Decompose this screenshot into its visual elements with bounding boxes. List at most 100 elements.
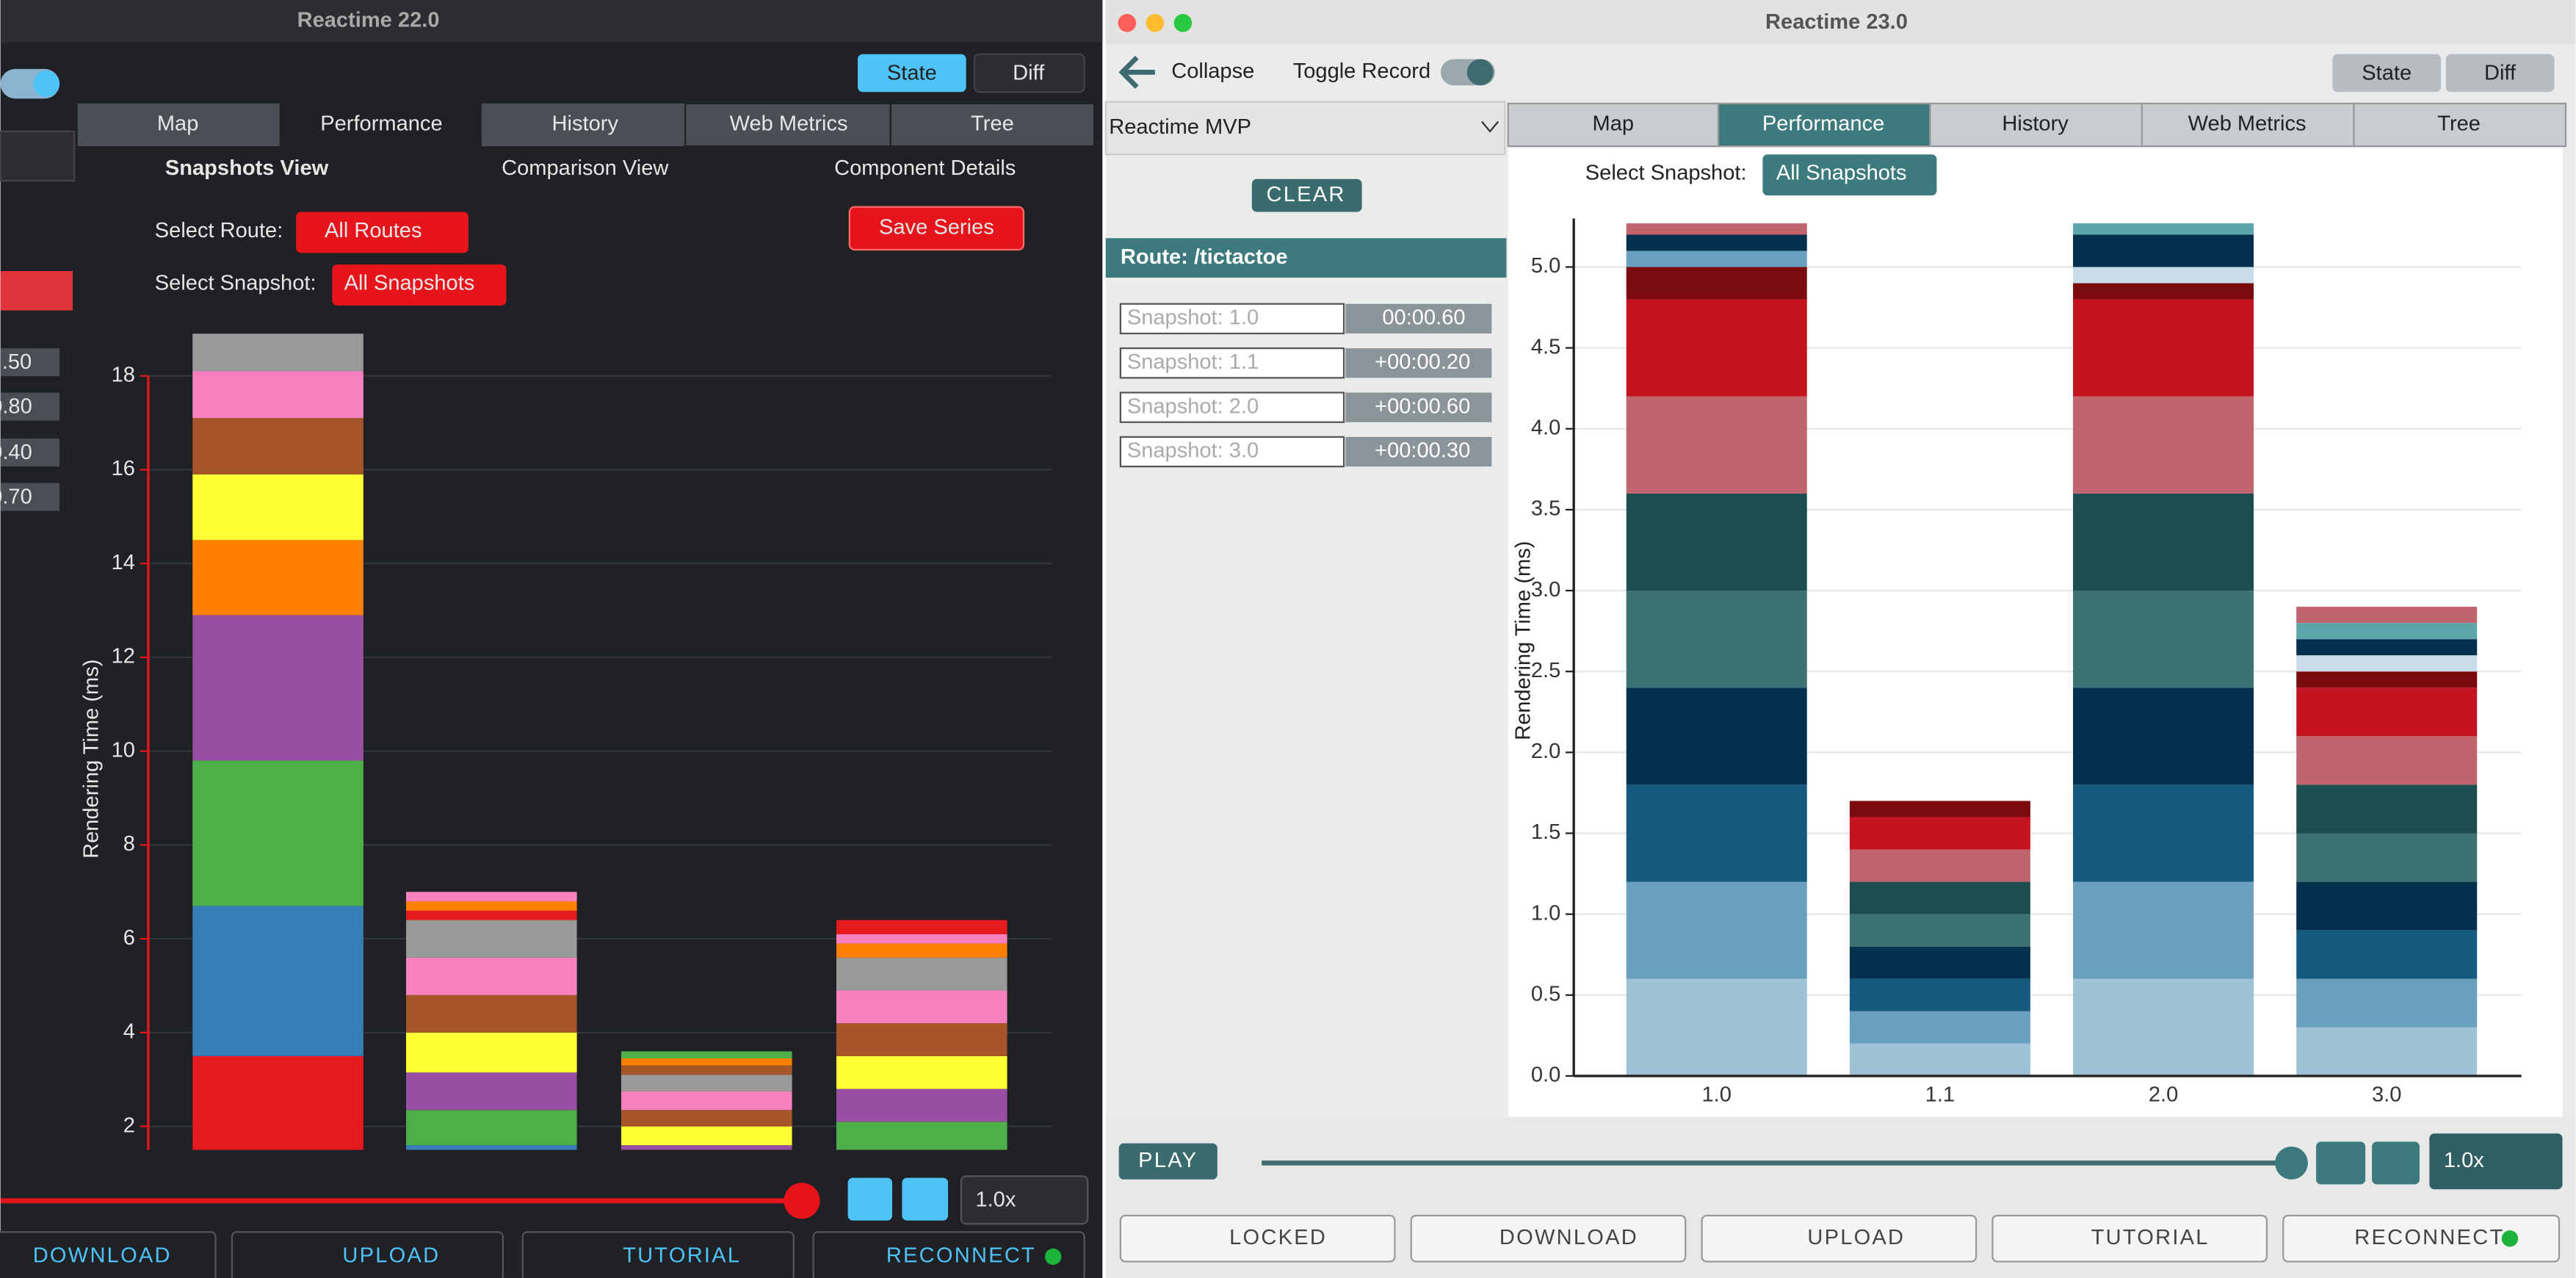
save-button[interactable] [848, 206, 1025, 251]
bar-segment [192, 474, 363, 541]
bar-segment [621, 1075, 792, 1091]
bottom-button[interactable] [2282, 1214, 2561, 1263]
tab[interactable] [2353, 102, 2567, 148]
snapshot-time-box [1345, 436, 1492, 467]
bottom-button[interactable] [521, 1231, 795, 1278]
x-tick-label: 1.1 [1925, 1083, 1955, 1106]
button-label: DOWNLOAD [33, 1244, 172, 1268]
bottom-button[interactable] [0, 1231, 217, 1278]
bar-segment [1626, 267, 1807, 300]
button-label: State [2362, 61, 2412, 84]
snapshot-input[interactable] [1119, 347, 1345, 379]
bar-segment [1626, 784, 1807, 882]
bottom-button[interactable] [1991, 1214, 2268, 1263]
back-arrow[interactable] [1118, 55, 1155, 89]
tab[interactable] [1717, 102, 1931, 148]
snapshot-time: +00:00.30 [1375, 439, 1470, 463]
bar-segment [405, 892, 577, 902]
bar-segment [836, 1122, 1007, 1150]
clear-button[interactable] [1251, 178, 1362, 212]
bar-segment [1626, 881, 1807, 979]
bar-segment [405, 1145, 577, 1150]
bar-segment [192, 418, 363, 474]
tab-label: Web Metrics [730, 112, 848, 136]
tab-label: History [552, 112, 619, 136]
bar-segment [2073, 223, 2254, 235]
bar-segment [1849, 801, 2030, 817]
route-label: Route: /tictactoe [1121, 245, 1288, 269]
play-button[interactable] [1118, 1143, 1218, 1180]
slider-knob[interactable] [784, 1183, 820, 1219]
side-value: .50 [2, 350, 32, 374]
bar-segment [2073, 978, 2254, 1076]
state-button[interactable] [2332, 54, 2442, 93]
bar-segment [2296, 655, 2478, 672]
sidebar-dropdown[interactable] [0, 130, 76, 182]
forward-button[interactable] [902, 1177, 949, 1221]
tab-label: Tree [971, 112, 1014, 136]
y-tick-label: 2.5 [1531, 659, 1560, 682]
tab[interactable] [684, 102, 891, 148]
snapshot-input[interactable] [1119, 391, 1345, 423]
route-value: All Routes [325, 219, 422, 242]
bottom-button[interactable] [231, 1231, 504, 1278]
button-label: Diff [1013, 61, 1045, 84]
bottom-button[interactable] [812, 1231, 1085, 1278]
status-dot [2501, 1230, 2519, 1247]
snapshot-select[interactable] [332, 264, 507, 306]
tab[interactable] [889, 102, 1096, 148]
slider-knob[interactable] [2275, 1147, 2308, 1180]
snapshot-time: +00:00.20 [1375, 350, 1470, 374]
subtab[interactable]: Snapshots View [165, 156, 329, 180]
collapse-label[interactable]: Collapse [1171, 59, 1254, 83]
bar-segment [836, 1055, 1007, 1089]
bar-segment [2296, 623, 2478, 640]
speed-select[interactable] [2429, 1133, 2563, 1190]
left-chart: 2 4 6 8 10 12 14 16 18 [112, 333, 1052, 1150]
rewind-button[interactable] [2316, 1141, 2366, 1185]
snapshot-label: Select Snapshot: [155, 272, 316, 295]
bar-segment [1849, 978, 2030, 1011]
bar-segment [2073, 591, 2254, 688]
y-tick-label: 2 [123, 1113, 135, 1137]
tab[interactable] [77, 103, 280, 147]
tab[interactable] [481, 103, 686, 147]
route-select[interactable] [296, 212, 468, 253]
snapshot-input[interactable] [1119, 436, 1345, 468]
tab-label: Web Metrics [2188, 112, 2307, 136]
subtab[interactable]: Component Details [834, 156, 1016, 180]
y-tick-label: 4 [123, 1020, 135, 1044]
bottom-button[interactable] [1119, 1214, 1396, 1263]
right-chart: 0.0 0.5 1.0 1.5 2.0 2.5 3.0 3.5 4.0 4.5 5.0 1.0 1.1 2… [1531, 218, 2522, 1106]
bar-segment [2296, 881, 2478, 931]
state-button[interactable] [858, 54, 966, 93]
bottom-button[interactable] [1701, 1214, 1978, 1263]
diff-button[interactable] [2445, 54, 2555, 93]
y-tick-label: 12 [112, 645, 135, 668]
min-dot[interactable] [1146, 14, 1165, 32]
side-box [0, 348, 60, 377]
speed-label: 1.0x [975, 1188, 1016, 1212]
tab-label: Tree [2437, 112, 2481, 136]
bar-segment [621, 1091, 792, 1111]
snapshot-select[interactable] [1762, 154, 1937, 196]
subtab[interactable]: Comparison View [502, 156, 669, 180]
bar-segment [192, 906, 363, 1056]
status-dot [1044, 1248, 1062, 1266]
snapshot-input[interactable] [1119, 303, 1345, 335]
bar-segment [2073, 234, 2254, 267]
snapshot-time: 00:00.60 [1382, 306, 1465, 330]
diff-button[interactable] [973, 53, 1085, 93]
forward-button[interactable] [2372, 1141, 2420, 1185]
speed-select[interactable] [960, 1175, 1089, 1225]
rewind-button[interactable] [847, 1177, 893, 1221]
snapshot-time-box [1345, 392, 1492, 422]
snapshot-label: Select Snapshot: [1585, 162, 1747, 185]
close-dot[interactable] [1118, 14, 1137, 32]
bottom-button[interactable] [1410, 1214, 1687, 1263]
tab[interactable] [2141, 102, 2355, 148]
app-dropdown[interactable] [1104, 101, 1506, 156]
snapshot-name: Snapshot: 3.0 [1127, 439, 1259, 463]
bar-segment [621, 1065, 792, 1075]
max-dot[interactable] [1173, 14, 1193, 32]
